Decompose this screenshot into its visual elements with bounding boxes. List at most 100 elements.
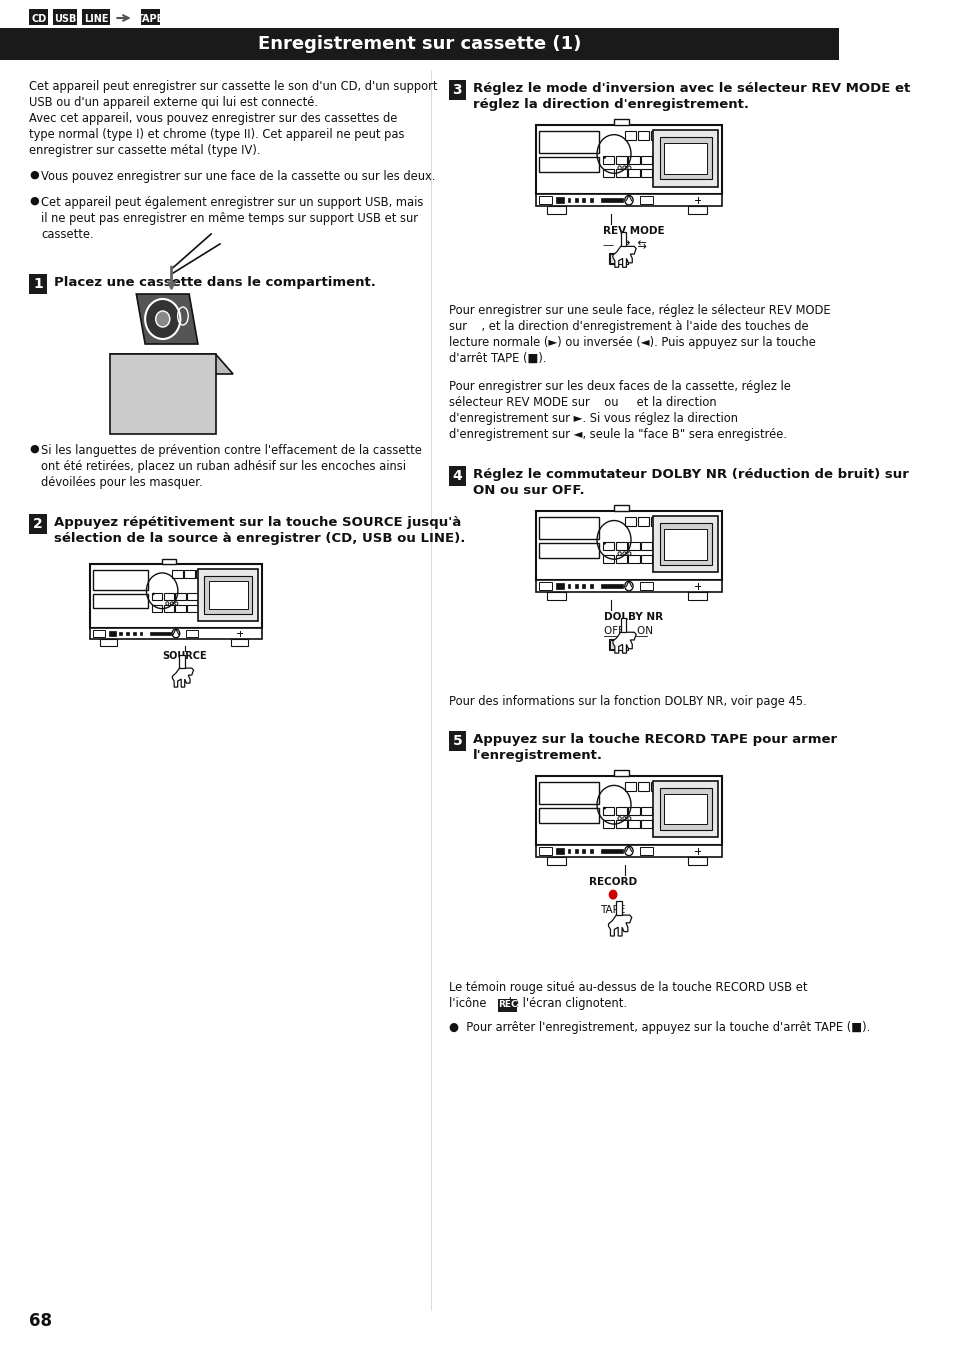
Bar bbox=[556, 848, 563, 855]
Text: 2: 2 bbox=[33, 517, 43, 531]
Bar bbox=[132, 632, 135, 636]
Text: ●: ● bbox=[29, 444, 39, 454]
Text: type normal (type I) et chrome (type II). Cet appareil ne peut pas: type normal (type I) et chrome (type II)… bbox=[29, 128, 404, 140]
Bar bbox=[538, 582, 552, 590]
Bar bbox=[640, 555, 652, 563]
Bar bbox=[538, 543, 598, 558]
Bar bbox=[186, 630, 198, 637]
Bar bbox=[29, 514, 47, 535]
Bar bbox=[609, 640, 616, 649]
Bar bbox=[536, 194, 721, 207]
Circle shape bbox=[603, 541, 605, 544]
Text: ●  Pour arrêter l'enregistrement, appuyez sur la touche d'arrêt TAPE (■).: ● Pour arrêter l'enregistrement, appuyez… bbox=[448, 1021, 869, 1034]
Bar bbox=[663, 143, 706, 174]
Bar bbox=[90, 628, 262, 640]
Polygon shape bbox=[612, 246, 636, 267]
Bar bbox=[93, 570, 149, 590]
Bar bbox=[448, 80, 466, 100]
Polygon shape bbox=[136, 294, 197, 344]
Bar bbox=[538, 807, 598, 824]
Bar bbox=[581, 849, 584, 853]
Text: Appuyez sur la touche RECORD TAPE pour armer: Appuyez sur la touche RECORD TAPE pour a… bbox=[473, 733, 837, 745]
Bar bbox=[196, 570, 206, 578]
Circle shape bbox=[145, 298, 180, 339]
Text: Cet appareil peut également enregistrer sur un support USB, mais: Cet appareil peut également enregistrer … bbox=[41, 196, 423, 209]
Bar bbox=[653, 130, 718, 186]
Bar bbox=[546, 857, 565, 864]
Text: sur    , et la direction d'enregistrement à l'aide des touches de: sur , et la direction d'enregistrement à… bbox=[448, 320, 807, 333]
Bar bbox=[615, 157, 626, 165]
Bar bbox=[162, 559, 175, 564]
Text: USB: USB bbox=[54, 14, 76, 23]
Text: RECORD: RECORD bbox=[588, 876, 637, 887]
Text: ●: ● bbox=[29, 170, 39, 180]
Bar bbox=[175, 605, 186, 613]
Bar bbox=[688, 207, 706, 213]
Bar bbox=[628, 819, 639, 828]
Bar bbox=[615, 169, 626, 177]
Bar bbox=[589, 198, 592, 202]
Bar bbox=[608, 254, 627, 265]
Bar bbox=[209, 580, 248, 609]
Text: Pour des informations sur la fonction DOLBY NR, voir page 45.: Pour des informations sur la fonction DO… bbox=[448, 695, 805, 707]
Bar bbox=[152, 605, 162, 613]
Text: Enregistrement sur cassette (1): Enregistrement sur cassette (1) bbox=[257, 35, 580, 53]
Text: 5: 5 bbox=[452, 734, 462, 748]
Bar bbox=[653, 780, 718, 837]
Bar bbox=[536, 776, 721, 845]
Bar bbox=[536, 126, 721, 194]
Bar bbox=[109, 630, 115, 636]
Bar bbox=[184, 570, 194, 578]
Bar bbox=[650, 131, 661, 140]
Bar bbox=[198, 568, 258, 621]
Bar bbox=[29, 9, 49, 26]
Bar bbox=[615, 541, 626, 549]
Polygon shape bbox=[620, 232, 626, 246]
Bar bbox=[567, 585, 570, 589]
Bar bbox=[538, 131, 598, 153]
Bar bbox=[93, 594, 149, 609]
Bar bbox=[187, 593, 197, 601]
Text: DOLBY NR: DOLBY NR bbox=[603, 612, 662, 622]
Circle shape bbox=[603, 807, 605, 810]
Bar bbox=[639, 197, 653, 204]
Bar bbox=[659, 138, 711, 180]
Bar bbox=[615, 555, 626, 563]
Bar bbox=[497, 999, 517, 1011]
Text: TAPE: TAPE bbox=[136, 14, 164, 23]
Bar bbox=[141, 9, 160, 26]
Bar bbox=[567, 849, 570, 853]
Bar bbox=[546, 593, 565, 599]
Bar bbox=[615, 819, 626, 828]
Bar bbox=[624, 517, 636, 526]
Bar bbox=[172, 570, 183, 578]
Text: Si les languettes de prévention contre l'effacement de la cassette: Si les languettes de prévention contre l… bbox=[41, 444, 422, 458]
Bar bbox=[600, 198, 622, 202]
Bar bbox=[538, 197, 552, 204]
Text: Réglez le mode d'inversion avec le sélecteur REV MODE et: Réglez le mode d'inversion avec le sélec… bbox=[473, 82, 909, 94]
Bar bbox=[581, 198, 584, 202]
Bar bbox=[602, 157, 614, 165]
Bar bbox=[624, 131, 636, 140]
Bar bbox=[640, 169, 652, 177]
Text: REV MODE: REV MODE bbox=[602, 225, 663, 236]
Text: d'enregistrement sur ◄, seule la "face B" sera enregistrée.: d'enregistrement sur ◄, seule la "face B… bbox=[448, 428, 786, 441]
Bar bbox=[640, 541, 652, 549]
Bar bbox=[663, 529, 706, 559]
Bar bbox=[628, 555, 639, 563]
Text: LINE: LINE bbox=[84, 14, 108, 23]
Bar bbox=[536, 580, 721, 593]
Text: Avec cet appareil, vous pouvez enregistrer sur des cassettes de: Avec cet appareil, vous pouvez enregistr… bbox=[29, 112, 397, 126]
Bar bbox=[602, 807, 614, 815]
Text: enregistrer sur cassette métal (type IV).: enregistrer sur cassette métal (type IV)… bbox=[29, 144, 260, 157]
Text: Vous pouvez enregistrer sur une face de la cassette ou sur les deux.: Vous pouvez enregistrer sur une face de … bbox=[41, 170, 436, 184]
Bar bbox=[688, 857, 706, 864]
Bar bbox=[640, 807, 652, 815]
Bar bbox=[659, 788, 711, 830]
Polygon shape bbox=[179, 655, 185, 668]
Bar bbox=[90, 564, 262, 628]
Text: d'arrêt TAPE (■).: d'arrêt TAPE (■). bbox=[448, 352, 545, 365]
Bar bbox=[615, 807, 626, 815]
Text: d'enregistrement sur ►. Si vous réglez la direction: d'enregistrement sur ►. Si vous réglez l… bbox=[448, 412, 737, 425]
Bar bbox=[538, 517, 598, 539]
